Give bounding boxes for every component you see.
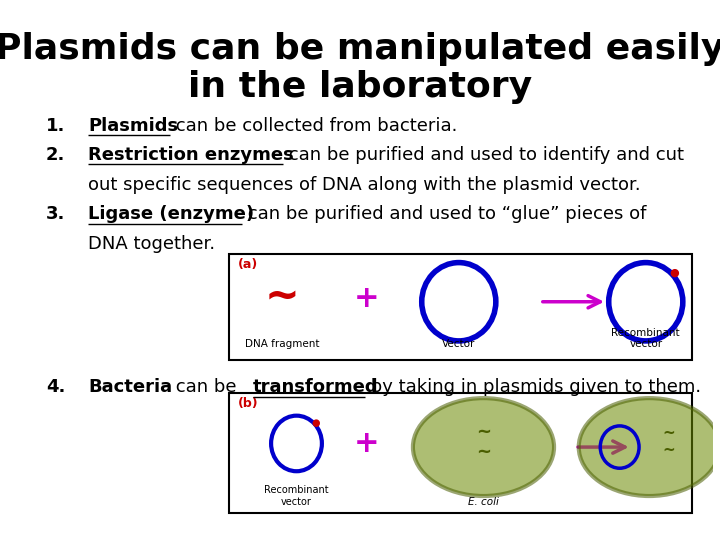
Text: ~
~: ~ ~ — [476, 422, 491, 461]
Text: in the laboratory: in the laboratory — [188, 70, 532, 104]
Text: Bacteria: Bacteria — [89, 379, 173, 396]
Text: (a): (a) — [238, 258, 258, 272]
Text: 3.: 3. — [46, 205, 66, 224]
Text: DNA together.: DNA together. — [89, 235, 215, 253]
FancyBboxPatch shape — [230, 254, 692, 360]
Text: can be collected from bacteria.: can be collected from bacteria. — [171, 117, 458, 134]
Text: 2.: 2. — [46, 146, 66, 164]
Text: 1.: 1. — [46, 117, 66, 134]
Text: Plasmids: Plasmids — [89, 117, 179, 134]
Text: Ligase (enzyme): Ligase (enzyme) — [89, 205, 254, 224]
Text: (b): (b) — [238, 397, 258, 410]
Text: Recombinant
vector: Recombinant vector — [264, 485, 329, 507]
Text: Vector: Vector — [442, 339, 475, 349]
Ellipse shape — [579, 398, 720, 496]
Text: ~
~: ~ ~ — [662, 426, 675, 458]
Text: DNA fragment: DNA fragment — [245, 339, 320, 349]
Text: ~: ~ — [265, 275, 300, 318]
Text: ●: ● — [311, 418, 320, 428]
Text: ●: ● — [669, 268, 679, 278]
Text: Recombinant
vector: Recombinant vector — [611, 328, 680, 349]
FancyBboxPatch shape — [230, 393, 692, 514]
Text: out specific sequences of DNA along with the plasmid vector.: out specific sequences of DNA along with… — [89, 176, 641, 194]
Text: transformed: transformed — [253, 379, 378, 396]
Text: can be: can be — [171, 379, 243, 396]
Text: 4.: 4. — [46, 379, 66, 396]
Text: +: + — [354, 429, 380, 458]
Text: can be purified and used to identify and cut: can be purified and used to identify and… — [284, 146, 684, 164]
Text: E. coli: E. coli — [468, 497, 499, 507]
Text: +: + — [354, 284, 380, 313]
Ellipse shape — [413, 398, 554, 496]
Text: Plasmids can be manipulated easily: Plasmids can be manipulated easily — [0, 32, 720, 66]
Text: can be purified and used to “glue” pieces of: can be purified and used to “glue” piece… — [243, 205, 647, 224]
Text: Restriction enzymes: Restriction enzymes — [89, 146, 294, 164]
Text: by taking in plasmids given to them.: by taking in plasmids given to them. — [366, 379, 701, 396]
